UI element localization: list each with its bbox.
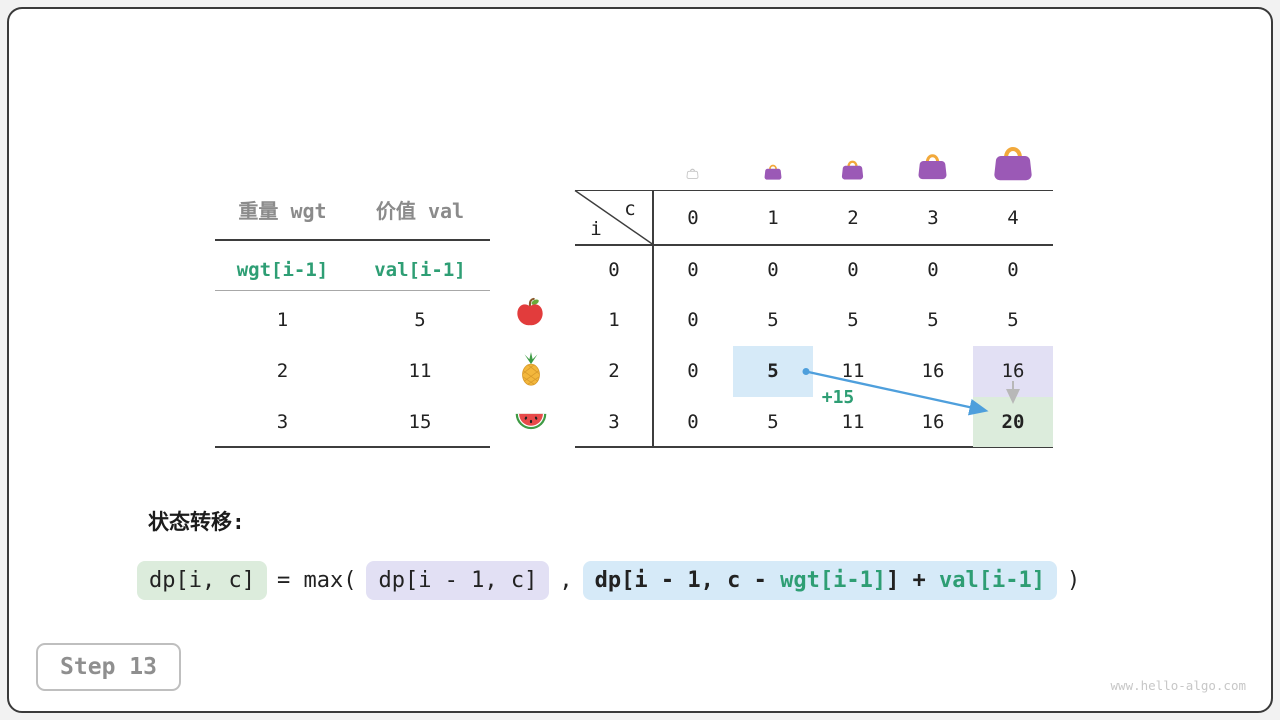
dp-cell: 5	[1007, 309, 1019, 331]
items-table-rule-top	[215, 239, 490, 241]
formula-arg-take-part2: ] +	[886, 567, 940, 593]
dp-cell-source: 5	[767, 360, 779, 382]
dp-cell: 0	[687, 309, 699, 331]
item-wgt: 3	[276, 411, 289, 433]
items-wgt-formula: wgt[i-1]	[236, 259, 329, 281]
formula-lhs: dp[i, c]	[137, 560, 267, 600]
bag-icon-3	[918, 154, 947, 180]
dp-row-label-2: 2	[608, 360, 620, 382]
dp-cell: 5	[767, 411, 779, 433]
dp-cell: 5	[927, 309, 939, 331]
dp-cell: 0	[847, 259, 859, 281]
state-transition-formula: dp[i, c] = max( dp[i - 1, c] , dp[i - 1,…	[137, 558, 1080, 602]
dp-row-0: 0 0 0 0 0	[653, 255, 1053, 285]
dp-cell: 16	[921, 360, 945, 382]
items-header-wgt: 重量 wgt	[238, 199, 327, 223]
dp-cell: 0	[687, 360, 699, 382]
dp-table-rule-top	[575, 189, 1053, 192]
bag-icon-2	[841, 160, 864, 180]
formula-val-ref: val[i-1]	[939, 567, 1046, 593]
dp-row-label-0: 0	[608, 259, 620, 281]
bag-icon-1	[764, 164, 782, 180]
dp-col-header: 0	[687, 207, 699, 229]
items-val-formula: val[i-1]	[374, 259, 466, 281]
dp-cell-highlight-source-blue	[733, 346, 813, 397]
formula-wgt-ref: wgt[i-1]	[780, 567, 887, 593]
dp-cell: 5	[847, 309, 859, 331]
item-val: 5	[414, 309, 426, 331]
apple-icon	[517, 297, 543, 326]
items-header-val: 价值 val	[375, 199, 465, 223]
formula-operator: = max(	[276, 567, 357, 593]
dp-row-label-3: 3	[608, 411, 620, 433]
item-wgt: 1	[276, 309, 289, 331]
dp-col-header: 3	[927, 207, 939, 229]
watermark: www.hello-algo.com	[1110, 678, 1246, 693]
formula-arg-take-part1: dp[i - 1, c -	[594, 567, 781, 593]
dp-cell-above: 16	[1001, 360, 1025, 382]
dp-cell: 0	[927, 259, 939, 281]
dp-cell: 0	[767, 259, 779, 281]
dp-table-rule-vertical	[652, 190, 654, 447]
step-indicator: Step 13	[36, 643, 181, 691]
dp-cell: 0	[687, 259, 699, 281]
item-val: 11	[408, 360, 432, 382]
dp-corner-row-var: i	[590, 218, 602, 240]
dp-cell: 11	[841, 360, 865, 382]
dp-row-label-1: 1	[608, 309, 620, 331]
dp-table-rule-header	[575, 244, 1053, 246]
dp-cell: 16	[921, 411, 945, 433]
watermelon-icon	[515, 413, 547, 430]
items-row-3: 3 15	[215, 407, 490, 437]
dp-row-3: 0 5 11 16 20	[653, 407, 1053, 437]
formula-close-paren: )	[1067, 567, 1081, 593]
items-table-header: 重量 wgt 价值 val	[215, 196, 490, 226]
bag-icon-0	[686, 168, 699, 179]
dp-table-rule-bottom	[575, 446, 1053, 448]
bag-icon-4	[994, 147, 1032, 181]
items-row-1: 1 5	[215, 305, 490, 335]
items-formula-row: wgt[i-1] val[i-1]	[215, 255, 490, 285]
dp-col-header: 4	[1007, 207, 1019, 229]
dp-col-header: 2	[847, 207, 859, 229]
pineapple-icon	[522, 352, 540, 386]
dp-corner-col-var: c	[624, 198, 636, 220]
dp-cell: 0	[1007, 259, 1019, 281]
dp-cell-target: 20	[1001, 411, 1025, 433]
dp-cell: 5	[767, 309, 779, 331]
dp-row-2: 0 5 11 16 16	[653, 356, 1053, 386]
dp-cell: 11	[841, 411, 865, 433]
dp-col-headers: 0 1 2 3 4	[653, 203, 1053, 233]
state-transition-title: 状态转移:	[148, 510, 245, 534]
formula-separator: ,	[559, 567, 573, 593]
dp-row-1: 0 5 5 5 5	[653, 305, 1053, 335]
value-added-annotation: +15	[821, 387, 855, 408]
formula-arg-take: dp[i - 1, c - wgt[i-1]] + val[i-1]	[582, 560, 1058, 600]
item-wgt: 2	[276, 360, 289, 382]
formula-arg-skip: dp[i - 1, c]	[366, 560, 550, 600]
dp-col-header: 1	[767, 207, 779, 229]
items-table-rule-bottom	[215, 446, 490, 448]
dp-cell: 0	[687, 411, 699, 433]
items-table-rule-mid	[215, 290, 490, 292]
items-row-2: 2 11	[215, 356, 490, 386]
item-val: 15	[408, 411, 432, 433]
